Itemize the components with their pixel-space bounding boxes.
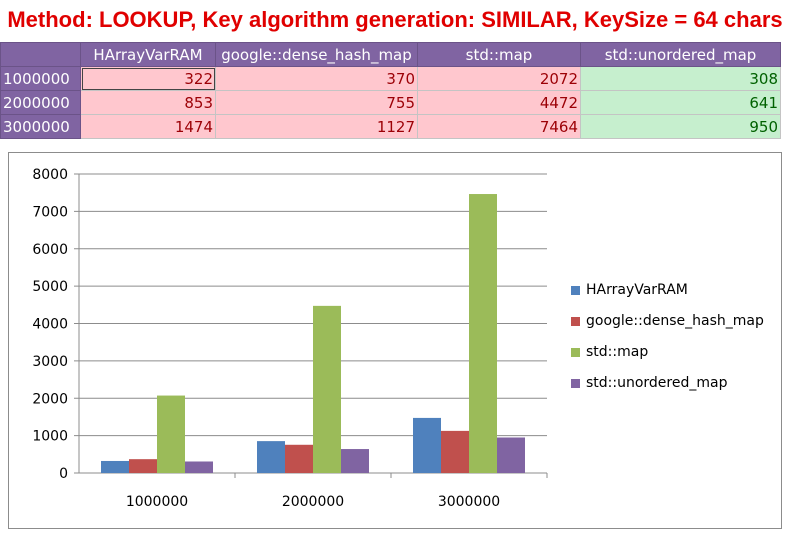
y-tick-label: 2000 xyxy=(32,391,68,407)
bar xyxy=(157,395,185,473)
bar xyxy=(469,194,497,473)
legend-entry: google::dense_hash_map xyxy=(571,312,776,343)
bar xyxy=(341,449,369,473)
table-cell[interactable]: 4472 xyxy=(417,90,581,115)
table-row: 1000000 322 370 2072 308 xyxy=(0,66,781,91)
y-tick-label: 4000 xyxy=(32,317,68,333)
y-tick-label: 8000 xyxy=(32,167,68,183)
legend-entry: std::unordered_map xyxy=(571,374,776,405)
table-cell[interactable]: 322 xyxy=(80,66,216,91)
y-tick-label: 3000 xyxy=(32,354,68,370)
legend-swatch xyxy=(571,347,580,357)
sheet-title: Method: LOOKUP, Key algorithm generation… xyxy=(7,7,783,32)
bar xyxy=(441,430,469,473)
y-tick-label: 5000 xyxy=(32,279,68,295)
bar xyxy=(285,444,313,473)
legend-label: HArrayVarRAM xyxy=(586,282,688,298)
table-cell[interactable]: 1127 xyxy=(215,114,418,139)
table-row: 3000000 1474 1127 7464 950 xyxy=(0,114,781,139)
legend-label: google::dense_hash_map xyxy=(586,313,764,329)
table-header-row: HArrayVarRAM google::dense_hash_map std:… xyxy=(0,42,781,67)
column-header-dense-hash-map[interactable]: google::dense_hash_map xyxy=(215,42,418,67)
table-cell[interactable]: 2072 xyxy=(417,66,581,91)
table-cell[interactable]: 1474 xyxy=(80,114,216,139)
table-cell[interactable]: 755 xyxy=(215,90,418,115)
table-cell[interactable]: 853 xyxy=(80,90,216,115)
table-cell[interactable]: 308 xyxy=(580,66,781,91)
table-cell[interactable]: 950 xyxy=(580,114,781,139)
bar xyxy=(185,461,213,473)
x-tick-label: 3000000 xyxy=(438,494,500,510)
legend-swatch xyxy=(571,316,580,326)
bar xyxy=(413,417,441,473)
y-tick-label: 0 xyxy=(59,466,68,482)
y-tick-label: 1000 xyxy=(32,429,68,445)
table-cell[interactable]: 370 xyxy=(215,66,418,91)
bar xyxy=(129,459,157,473)
row-header[interactable]: 3000000 xyxy=(0,114,81,139)
column-header-std-map[interactable]: std::map xyxy=(417,42,581,67)
column-header-unordered-map[interactable]: std::unordered_map xyxy=(580,42,781,67)
legend-swatch xyxy=(571,378,580,388)
row-header[interactable]: 2000000 xyxy=(0,90,81,115)
legend-swatch xyxy=(571,285,580,295)
y-tick-label: 7000 xyxy=(32,204,68,220)
bar xyxy=(257,441,285,473)
bar xyxy=(497,437,525,473)
legend-entry: HArrayVarRAM xyxy=(571,281,776,312)
legend-entry: std::map xyxy=(571,343,776,374)
table-cell[interactable]: 641 xyxy=(580,90,781,115)
bar xyxy=(101,460,129,473)
table-row: 2000000 853 755 4472 641 xyxy=(0,90,781,115)
data-table: HArrayVarRAM google::dense_hash_map std:… xyxy=(0,42,781,139)
x-tick-label: 2000000 xyxy=(282,494,344,510)
y-tick-label: 6000 xyxy=(32,242,68,258)
x-tick-label: 1000000 xyxy=(126,494,188,510)
row-header[interactable]: 1000000 xyxy=(0,66,81,91)
table-cell[interactable]: 7464 xyxy=(417,114,581,139)
bar-chart[interactable]: 0 1000 2000 3000 4000 5000 6000 7000 8000 1000000… xyxy=(8,152,782,529)
legend-label: std::map xyxy=(586,344,649,360)
chart-plot: 0 1000 2000 3000 4000 5000 6000 7000 8000 1000000… xyxy=(32,167,548,510)
legend-label: std::unordered_map xyxy=(586,375,728,391)
corner-cell[interactable] xyxy=(0,42,81,67)
column-header-harrayvarram[interactable]: HArrayVarRAM xyxy=(80,42,216,67)
bar xyxy=(313,305,341,473)
